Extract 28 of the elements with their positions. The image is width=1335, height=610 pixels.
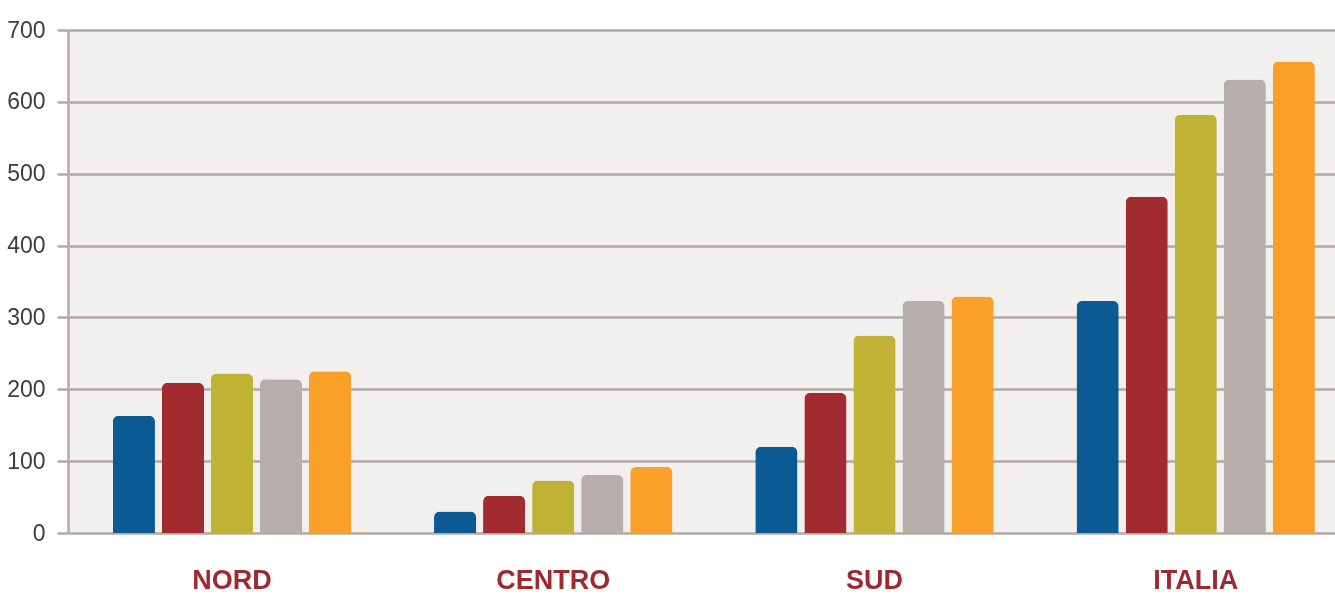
bar bbox=[951, 296, 994, 533]
x-tick-label: NORD bbox=[192, 564, 272, 595]
bar bbox=[532, 480, 575, 533]
x-tick-label: CENTRO bbox=[496, 564, 611, 595]
x-tick-label: SUD bbox=[845, 564, 903, 595]
y-tick-label: 200 bbox=[7, 375, 46, 402]
bar bbox=[112, 415, 155, 533]
y-tick-label: 700 bbox=[7, 16, 46, 43]
y-tick-label: 400 bbox=[7, 232, 46, 259]
x-tick-label: ITALIA bbox=[1153, 564, 1239, 595]
bar bbox=[308, 371, 352, 533]
bar bbox=[1174, 114, 1217, 533]
y-tick-label: 600 bbox=[7, 88, 46, 115]
y-tick-label: 100 bbox=[7, 447, 46, 474]
bar bbox=[1125, 196, 1168, 533]
bar bbox=[630, 466, 673, 533]
y-tick-label: 500 bbox=[7, 160, 46, 187]
bar bbox=[853, 335, 896, 533]
y-tick-label: 300 bbox=[7, 303, 46, 330]
bar bbox=[210, 373, 254, 533]
bar bbox=[434, 511, 477, 533]
bar bbox=[755, 446, 798, 533]
bar bbox=[1272, 61, 1315, 533]
bar bbox=[804, 392, 847, 533]
bar bbox=[483, 495, 526, 533]
bar bbox=[1076, 300, 1119, 533]
bar bbox=[161, 382, 204, 533]
y-tick-label: 0 bbox=[32, 519, 46, 546]
